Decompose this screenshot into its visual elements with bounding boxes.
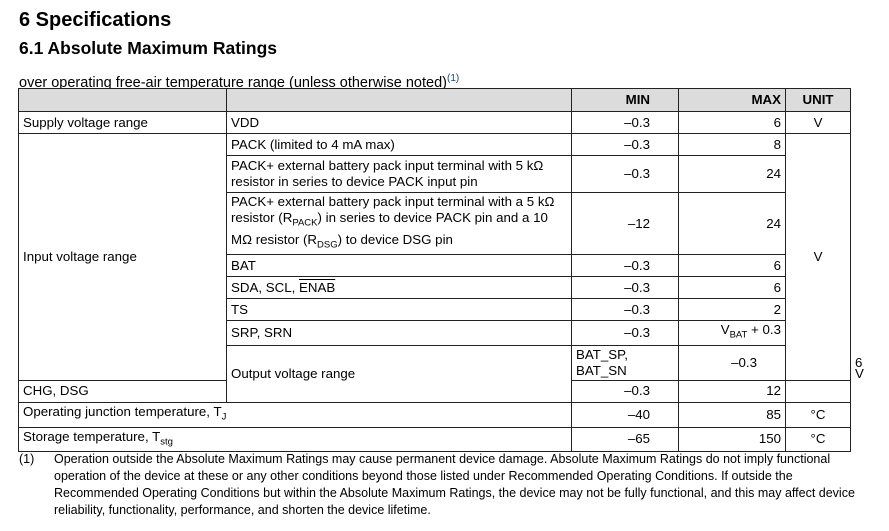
param-cell: Supply voltage range (18, 111, 227, 134)
min-cell: –0.3 (678, 344, 786, 381)
min-cell: –0.3 (571, 298, 679, 322)
max-cell: 150 (678, 426, 786, 453)
pin-cell: TS (226, 298, 572, 322)
min-cell: –0.3 (571, 276, 679, 300)
min-cell: –0.3 (571, 379, 679, 403)
pin-cell: PACK+ external battery pack input termin… (226, 155, 572, 193)
pin-cell: PACK+ external battery pack input termin… (226, 191, 572, 256)
param-cell: Output voltage range (226, 344, 572, 403)
max-cell: 6 (678, 111, 786, 134)
header-min: MIN (571, 88, 679, 112)
footnote: (1) Operation outside the Absolute Maxim… (19, 451, 859, 519)
absolute-maximum-ratings-table: MIN MAX UNIT Supply voltage range VDD –0… (18, 88, 864, 453)
header-param (18, 88, 227, 112)
min-cell: –40 (571, 401, 679, 428)
table-row: CHG, DSG –0.3 12 (18, 379, 851, 403)
pin-cell: BAT (226, 254, 572, 278)
header-max: MAX (678, 88, 786, 112)
min-cell: –65 (571, 426, 679, 453)
table-condition: over operating free-air temperature rang… (19, 70, 459, 91)
max-cell: 85 (678, 401, 786, 428)
footnote-text: Operation outside the Absolute Maximum R… (54, 452, 855, 517)
table-row: TS –0.3 2 (19, 298, 851, 322)
condition-text: over operating free-air temperature rang… (19, 74, 447, 91)
pin-cell: PACK (limited to 4 mA max) (226, 133, 572, 156)
max-cell: 6 (678, 254, 786, 278)
header-unit: UNIT (785, 88, 851, 112)
table-row: PACK+ external battery pack input termin… (19, 155, 851, 193)
max-cell: 12 (678, 379, 786, 403)
table-row: Input voltage range PACK (limited to 4 m… (18, 133, 851, 381)
unit-cell: V (785, 111, 851, 134)
pin-cell: CHG, DSG (18, 379, 227, 403)
table-header-row: MIN MAX UNIT (18, 88, 851, 112)
param-cell: Storage temperature, Tstg (18, 426, 572, 453)
pin-cell: BAT_SP, BAT_SN (571, 344, 679, 381)
param-cell: Input voltage range (18, 133, 227, 381)
pin-cell: SDA, SCL, ENAB (226, 276, 572, 300)
min-cell: –12 (571, 191, 679, 256)
header-pin (226, 88, 572, 112)
pin-cell: SRP, SRN (226, 320, 572, 346)
unit-cell: °C (785, 401, 851, 428)
table-row: Operating junction temperature, TJ –40 8… (18, 401, 851, 428)
enab-overline-text: ENAB (298, 279, 336, 295)
min-cell: –0.3 (571, 155, 679, 193)
unit-cell: °C (785, 426, 851, 453)
table-row: PACK+ external battery pack input termin… (19, 191, 851, 256)
footnote-ref-link[interactable]: (1) (446, 73, 460, 84)
min-cell: –0.3 (571, 320, 679, 346)
max-cell: 8 (678, 133, 786, 156)
max-cell: 24 (678, 155, 786, 193)
table-row: Storage temperature, Tstg –65 150 °C (18, 426, 851, 453)
min-cell: –0.3 (571, 254, 679, 278)
subsection-heading: 6.1 Absolute Maximum Ratings (19, 38, 278, 58)
max-cell: 24 (678, 191, 786, 256)
max-cell: VBAT + 0.3 (678, 320, 786, 346)
table-row: BAT –0.3 6 (19, 254, 851, 278)
param-cell: Operating junction temperature, TJ (18, 401, 572, 428)
max-cell: 2 (678, 298, 786, 322)
pin-cell: VDD (226, 111, 572, 134)
table-row: Output voltage range BAT_SP, BAT_SN –0.3… (19, 344, 864, 403)
unit-cell: V (785, 133, 851, 381)
min-cell: –0.3 (571, 111, 679, 134)
max-cell: 6 (678, 276, 786, 300)
section-heading: 6 Specifications (19, 9, 172, 31)
table-row: Supply voltage range VDD –0.3 6 V (18, 111, 851, 134)
footnote-label: (1) (19, 452, 35, 466)
min-cell: –0.3 (571, 133, 679, 156)
